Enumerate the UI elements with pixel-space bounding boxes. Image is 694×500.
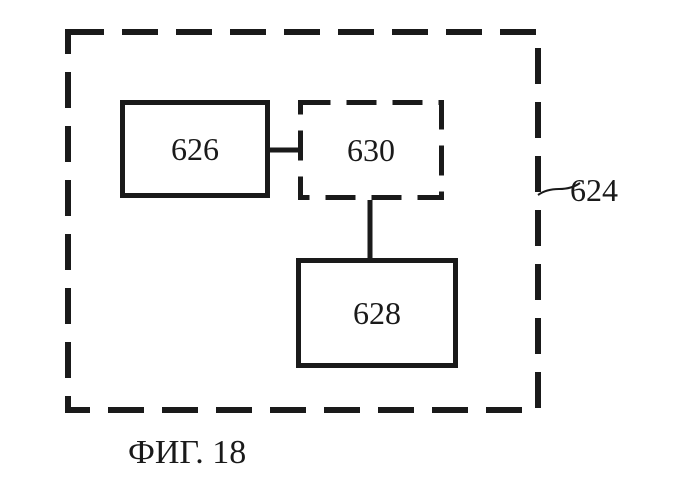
outer-label-text: 624: [570, 172, 618, 208]
outer-container-label: 624: [570, 172, 618, 209]
figure-caption-text: ФИГ. 18: [128, 434, 246, 471]
figure-caption: ФИГ. 18: [128, 434, 246, 472]
lead-line: [0, 0, 694, 500]
diagram-canvas: 626 630 628 624 ФИГ. 18: [0, 0, 694, 500]
